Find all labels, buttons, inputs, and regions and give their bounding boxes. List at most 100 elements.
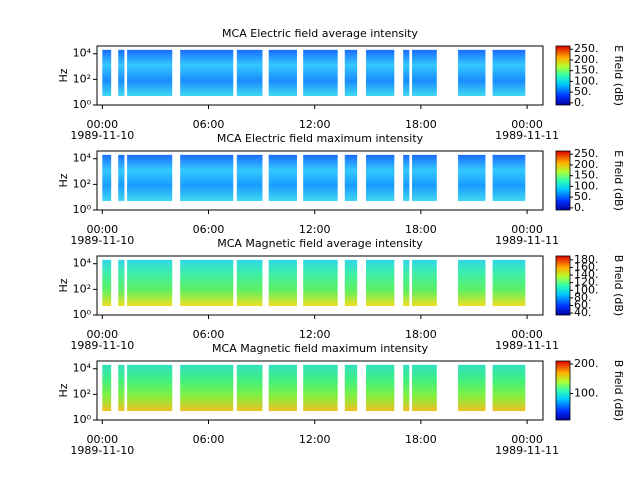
colorbar-label: E field (dB)	[612, 45, 625, 106]
colorbar-tick-label: 80.	[574, 291, 592, 304]
data-segment	[118, 49, 125, 97]
x-tick-label: 18:00	[405, 223, 437, 236]
colorbar-tick-label: 100.	[574, 283, 599, 296]
data-segment	[268, 364, 297, 412]
data-segment	[366, 154, 395, 202]
x-tick-label: 00:00	[86, 433, 118, 446]
data-segment	[403, 154, 410, 202]
panel-title: MCA Electric field maximum intensity	[217, 132, 424, 145]
x-tick-label: 12:00	[299, 118, 331, 131]
data-segment	[102, 364, 112, 412]
x-tick-label: 12:00	[299, 433, 331, 446]
x-tick-label: 00:00	[86, 328, 118, 341]
colorbar-tick-label: 100.	[574, 179, 599, 192]
colorbar-tick-label: 200.	[574, 357, 599, 370]
x-tick-label: 00:00	[86, 223, 118, 236]
x-tick-label: 00:00	[511, 223, 543, 236]
data-segment	[180, 259, 234, 307]
colorbar-tick-label: 50.	[574, 190, 592, 203]
data-segment	[366, 49, 395, 97]
y-tick-label: 10²	[73, 72, 91, 85]
x-tick-label: 18:00	[405, 118, 437, 131]
data-segment	[268, 154, 297, 202]
data-segment	[236, 259, 263, 307]
data-segment	[492, 364, 526, 412]
colorbar-label: B field (dB)	[612, 255, 625, 316]
y-tick-label: 10⁴	[73, 257, 92, 270]
x-tick-label: 06:00	[193, 118, 225, 131]
x-tick-label: 12:00	[299, 223, 331, 236]
x-tick-label: 12:00	[299, 328, 331, 341]
data-segment	[344, 154, 358, 202]
data-segment	[458, 154, 486, 202]
date-label: 1989-11-11	[495, 444, 559, 457]
colorbar	[555, 150, 571, 211]
colorbar-tick-label: 0.	[574, 96, 585, 109]
panel-title: MCA Electric field average intensity	[222, 27, 418, 40]
data-segment	[102, 259, 112, 307]
y-tick-label: 10⁴	[73, 47, 92, 60]
x-tick-label: 06:00	[193, 433, 225, 446]
data-segment	[236, 49, 263, 97]
panel-title: MCA Magnetic field maximum intensity	[212, 342, 428, 355]
data-segment	[127, 49, 173, 97]
date-label: 1989-11-11	[495, 339, 559, 352]
data-segment	[344, 259, 358, 307]
x-tick-label: 18:00	[405, 433, 437, 446]
colorbar-tick-label: 0.	[574, 201, 585, 214]
date-label: 1989-11-10	[70, 444, 134, 457]
colorbar-tick-label: 140.	[574, 268, 599, 281]
colorbar-tick-label: 50.	[574, 85, 592, 98]
colorbar-tick-label: 150.	[574, 64, 599, 77]
data-segment	[458, 259, 486, 307]
data-segment	[458, 364, 486, 412]
x-tick-label: 00:00	[511, 433, 543, 446]
colorbar-label: B field (dB)	[612, 360, 625, 421]
axes-frame	[96, 150, 544, 211]
x-tick-label: 06:00	[193, 223, 225, 236]
data-segment	[127, 259, 173, 307]
data-segment	[412, 259, 437, 307]
data-segment	[403, 259, 410, 307]
data-segment	[412, 154, 437, 202]
x-tick-label: 18:00	[405, 328, 437, 341]
colorbar-tick-label: 250.	[574, 42, 599, 55]
colorbar-tick-label: 180.	[574, 253, 599, 266]
data-segment	[236, 364, 263, 412]
colorbar-tick-label: 120.	[574, 276, 599, 289]
data-segment	[268, 259, 297, 307]
colorbar-label: E field (dB)	[612, 150, 625, 211]
data-segment	[127, 154, 173, 202]
y-tick-label: 10⁰	[73, 413, 92, 426]
data-segment	[366, 364, 395, 412]
colorbar-tick-label: 40.	[574, 306, 592, 319]
date-label: 1989-11-11	[495, 129, 559, 142]
date-label: 1989-11-11	[495, 234, 559, 247]
y-axis-label: Hz	[57, 68, 70, 82]
data-segment	[492, 154, 526, 202]
data-segment	[344, 49, 358, 97]
y-tick-label: 10²	[73, 177, 91, 190]
date-label: 1989-11-10	[70, 339, 134, 352]
date-label: 1989-11-10	[70, 129, 134, 142]
colorbar-tick-label: 200.	[574, 158, 599, 171]
colorbar	[555, 360, 571, 421]
data-segment	[412, 364, 437, 412]
y-axis-label: Hz	[57, 173, 70, 187]
data-segment	[303, 259, 338, 307]
data-segment	[236, 154, 263, 202]
y-tick-label: 10⁰	[73, 203, 92, 216]
data-segment	[303, 364, 338, 412]
colorbar-tick-label: 150.	[574, 169, 599, 182]
colorbar-tick-label: 160.	[574, 260, 599, 273]
x-tick-label: 00:00	[511, 328, 543, 341]
y-axis-label: Hz	[57, 278, 70, 292]
data-segment	[303, 154, 338, 202]
data-segment	[180, 49, 234, 97]
colorbar-tick-label: 100.	[574, 74, 599, 87]
axes-frame	[96, 360, 544, 421]
panel-title: MCA Magnetic field average intensity	[217, 237, 423, 250]
data-segment	[118, 154, 125, 202]
data-segment	[403, 364, 410, 412]
data-segment	[102, 49, 112, 97]
